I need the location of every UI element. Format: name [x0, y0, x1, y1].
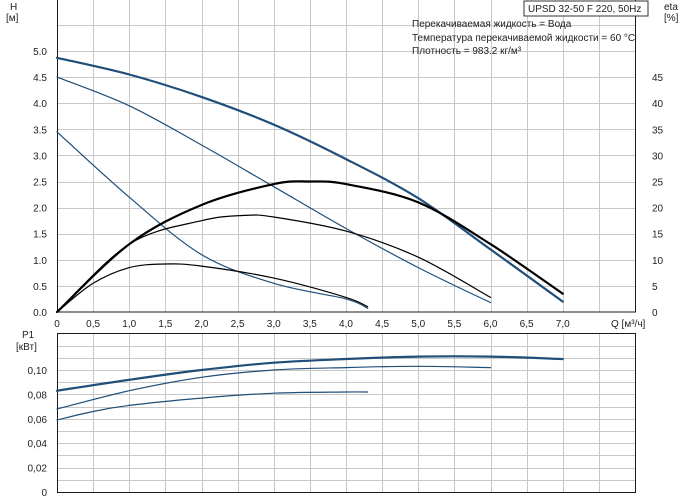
y2-tick-label-eta: 25 — [652, 178, 664, 189]
y-tick-label-H: 0.5 — [33, 282, 47, 293]
y-tick-label-P1: 0,06 — [28, 415, 48, 426]
y-tick-label-H: 4.5 — [33, 73, 47, 84]
info-line-liquid: Перекачиваемая жидкость = Вода — [412, 19, 572, 30]
x-tick-label: 0,5 — [86, 319, 100, 330]
y2-tick-label-eta: 15 — [652, 230, 664, 241]
power-curve-1 — [55, 355, 564, 392]
y-tick-label-H: 2.5 — [33, 178, 47, 189]
y2-tick-label-eta: 45 — [652, 73, 664, 84]
axes-text: 0.0 0.5 1.0 1.5 2.0 2.5 3.0 3.5 4.0 4.5 5.0 0 5 10 15 2… — [28, 47, 664, 499]
x-tick-label: 4,0 — [339, 319, 353, 330]
y2-tick-label-eta: 40 — [652, 99, 664, 110]
x-tick-label: 7,0 — [556, 319, 570, 330]
y2-axis-label-eta: eta — [664, 2, 678, 13]
efficiency-curve-2 — [56, 214, 492, 313]
y-tick-label-H: 1.5 — [33, 230, 47, 241]
y-tick-label-P1: 0,10 — [28, 366, 48, 377]
y2-tick-label-eta: 30 — [652, 151, 664, 162]
y-axis-unit-H: [м] — [6, 13, 19, 24]
head-curve-1 — [55, 56, 564, 303]
y2-tick-label-eta: 35 — [652, 125, 664, 136]
y-tick-label-P1: 0 — [41, 488, 47, 499]
x-tick-label: 4,5 — [375, 319, 389, 330]
info-line-temperature: Температура перекачиваемой жидкости = 60… — [412, 33, 635, 44]
title-box — [523, 0, 649, 17]
x-tick-label: 1,5 — [158, 319, 172, 330]
efficiency-curve-3 — [56, 263, 369, 313]
y2-axis-unit-eta: [%] — [664, 13, 679, 24]
y-tick-label-P1: 0,04 — [28, 439, 48, 450]
info-line-density: Плотность = 983.2 кг/м³ — [412, 46, 522, 57]
y-tick-label-H: 0.0 — [33, 308, 47, 319]
y-tick-label-H: 4.0 — [33, 99, 47, 110]
power-curve-2 — [56, 365, 492, 410]
x-tick-label: 5,0 — [411, 319, 425, 330]
x-tick-label: 2,5 — [231, 319, 245, 330]
efficiency-curve-1 — [55, 180, 564, 314]
y2-tick-label-eta: 10 — [652, 256, 664, 267]
power-curve-3 — [56, 391, 369, 421]
x-tick-label: 6,5 — [520, 319, 534, 330]
y-axis-label-H: H — [10, 2, 17, 13]
lower-curves — [55, 355, 564, 421]
x-axis-label-Q: Q [м³/ч] — [611, 319, 646, 330]
y-tick-label-H: 3.5 — [33, 125, 47, 136]
x-tick-label: 0 — [54, 319, 60, 330]
y-tick-label-H: 5.0 — [33, 47, 47, 58]
y2-tick-label-eta: 5 — [652, 282, 658, 293]
upper-curves — [55, 56, 564, 314]
x-tick-label: 3,0 — [267, 319, 281, 330]
head-curve-3 — [56, 131, 369, 309]
y2-tick-label-eta: 20 — [652, 204, 664, 215]
x-tick-label: 2,0 — [195, 319, 209, 330]
chart-title: UPSD 32-50 F 220, 50Hz — [528, 4, 641, 15]
y-tick-label-H: 2.0 — [33, 204, 47, 215]
y-tick-label-H: 3.0 — [33, 151, 47, 162]
y-tick-label-P1: 0,08 — [28, 390, 48, 401]
head-curve-2 — [56, 76, 492, 304]
x-tick-label: 5,5 — [447, 319, 461, 330]
lower-grid — [57, 333, 636, 493]
x-tick-label: 3,5 — [303, 319, 317, 330]
y-tick-label-P1: 0,02 — [28, 464, 48, 475]
x-tick-label: 1,0 — [122, 319, 136, 330]
upper-grid — [57, 0, 636, 313]
y-axis-unit-P1: [кВт] — [16, 342, 37, 353]
lower-plot-frame — [57, 333, 636, 493]
y-axis-label-P1: P1 — [22, 330, 35, 341]
upper-plot-frame — [57, 0, 636, 313]
y2-tick-label-eta: 0 — [652, 308, 658, 319]
y-tick-label-H: 1.0 — [33, 256, 47, 267]
x-tick-label: 6,0 — [484, 319, 498, 330]
